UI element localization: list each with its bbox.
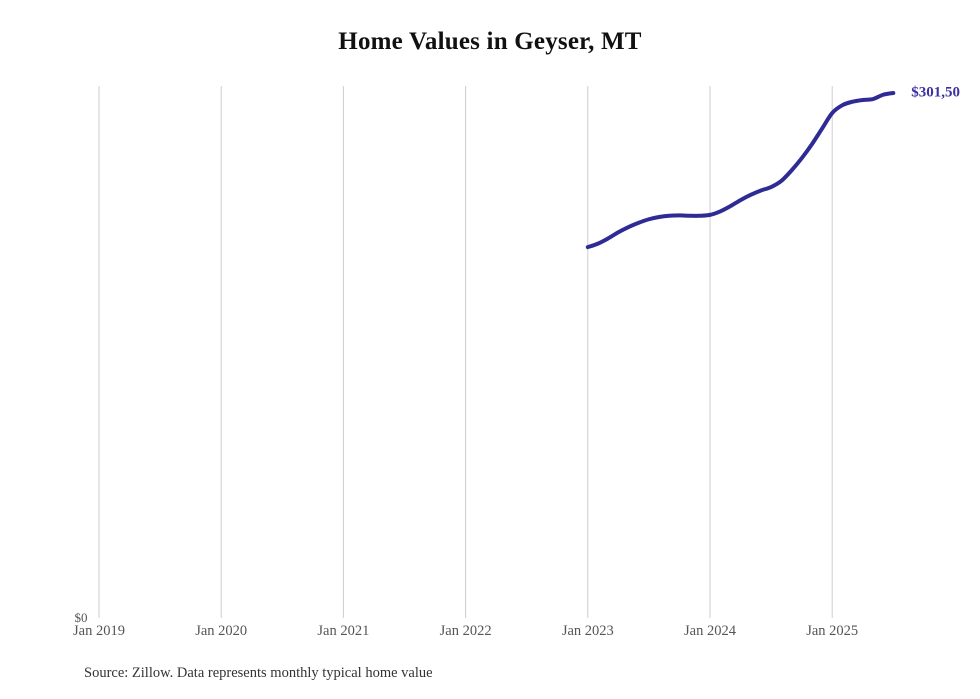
chart-title: Home Values in Geyser, MT (338, 28, 642, 55)
x-axis-tick-label: Jan 2023 (561, 623, 614, 639)
data-series-line (585, 91, 896, 250)
x-axis-tick-label: Jan 2021 (317, 623, 370, 639)
x-axis-tick-label: Jan 2025 (806, 623, 859, 639)
x-axis-tick-label: Jan 2022 (439, 623, 492, 639)
y-axis-tick-label-zero: $0 (74, 610, 88, 625)
x-axis-tick-label: Jan 2024 (684, 623, 736, 639)
x-axis-tick-label: Jan 2020 (195, 623, 248, 639)
series-end-value-label: $301,50 (911, 84, 961, 101)
x-axis-tick-label: Jan 2019 (73, 623, 125, 639)
source-note: Source: Zillow. Data represents monthly … (84, 665, 433, 681)
series-line-path (585, 91, 896, 250)
gridlines (98, 86, 833, 618)
